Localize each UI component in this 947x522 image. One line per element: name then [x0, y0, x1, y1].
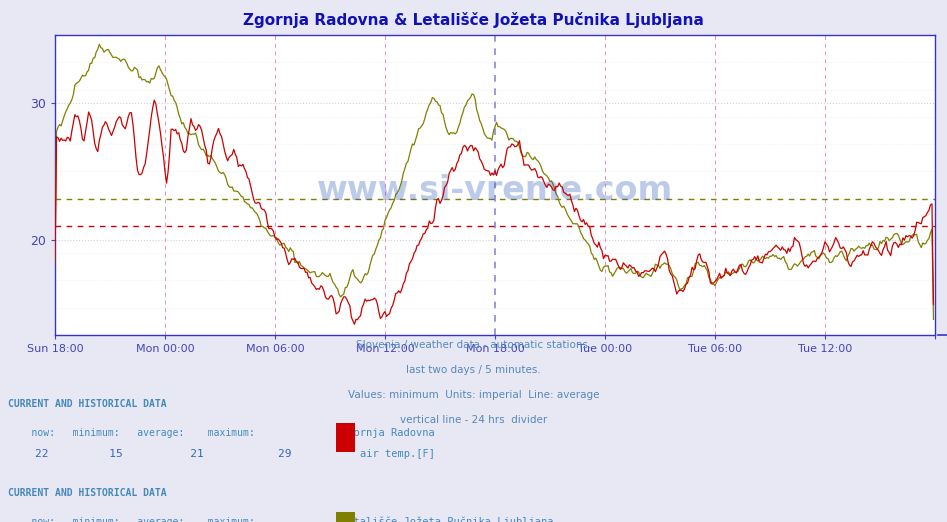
- Text: Letališče Jožeta Pučnika Ljubljana: Letališče Jožeta Pučnika Ljubljana: [341, 517, 553, 522]
- Text: Zgornja Radovna: Zgornja Radovna: [341, 428, 435, 438]
- Text: vertical line - 24 hrs  divider: vertical line - 24 hrs divider: [400, 416, 547, 425]
- Text: Values: minimum  Units: imperial  Line: average: Values: minimum Units: imperial Line: av…: [348, 390, 599, 400]
- Text: now:   minimum:   average:    maximum:: now: minimum: average: maximum:: [8, 428, 255, 438]
- Text: Slovenia / weather data - automatic stations.: Slovenia / weather data - automatic stat…: [356, 340, 591, 350]
- Text: last two days / 5 minutes.: last two days / 5 minutes.: [406, 365, 541, 375]
- Text: Zgornja Radovna & Letališče Jožeta Pučnika Ljubljana: Zgornja Radovna & Letališče Jožeta Pučni…: [243, 12, 704, 28]
- Text: now:   minimum:   average:    maximum:: now: minimum: average: maximum:: [8, 517, 255, 522]
- Text: 22         15          21           29: 22 15 21 29: [8, 449, 291, 459]
- Text: CURRENT AND HISTORICAL DATA: CURRENT AND HISTORICAL DATA: [8, 399, 167, 409]
- Text: air temp.[F]: air temp.[F]: [360, 449, 435, 459]
- Text: CURRENT AND HISTORICAL DATA: CURRENT AND HISTORICAL DATA: [8, 488, 167, 498]
- Text: www.si-vreme.com: www.si-vreme.com: [317, 174, 673, 208]
